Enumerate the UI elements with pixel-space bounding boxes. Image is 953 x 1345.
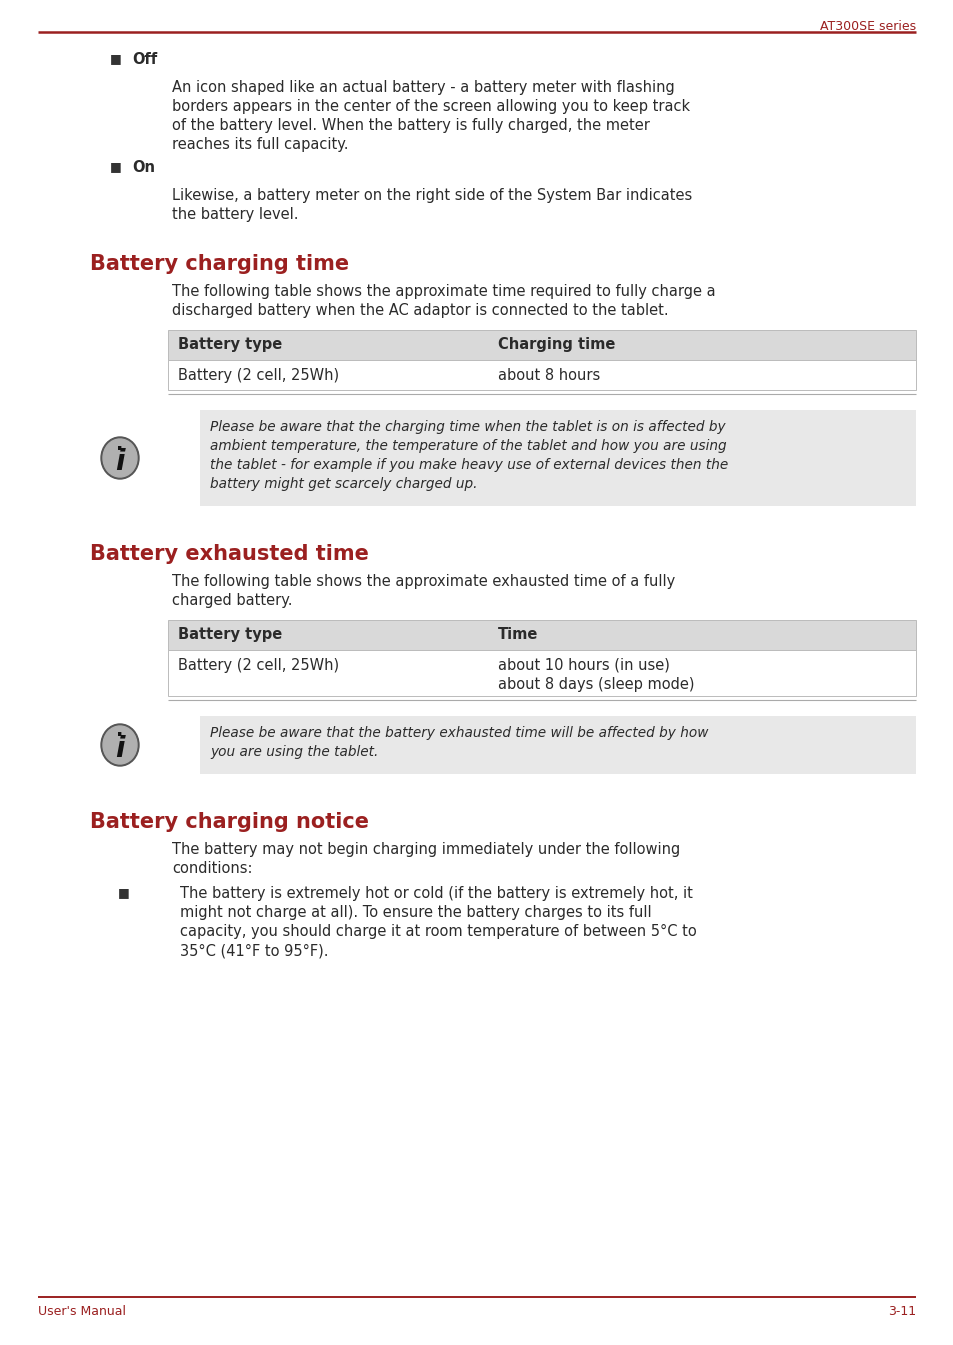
Text: Battery (2 cell, 25Wh): Battery (2 cell, 25Wh) [178, 369, 338, 383]
Text: Battery charging notice: Battery charging notice [90, 812, 369, 833]
Text: of the battery level. When the battery is fully charged, the meter: of the battery level. When the battery i… [172, 118, 649, 133]
Text: Battery charging time: Battery charging time [90, 254, 349, 274]
Text: Charging time: Charging time [497, 338, 615, 352]
Text: i: i [115, 448, 125, 476]
Text: discharged battery when the AC adaptor is connected to the tablet.: discharged battery when the AC adaptor i… [172, 303, 668, 317]
Text: about 8 days (sleep mode): about 8 days (sleep mode) [497, 677, 694, 691]
Text: The battery may not begin charging immediately under the following: The battery may not begin charging immed… [172, 842, 679, 857]
Ellipse shape [101, 724, 139, 767]
Text: ■: ■ [118, 886, 130, 898]
Text: i: i [115, 734, 125, 763]
Bar [168, 650, 915, 695]
Bar [200, 716, 915, 773]
Text: Please be aware that the battery exhausted time will be affected by how: Please be aware that the battery exhaust… [210, 726, 708, 740]
Text: you are using the tablet.: you are using the tablet. [210, 745, 378, 759]
Text: 3-11: 3-11 [887, 1305, 915, 1318]
Text: The following table shows the approximate time required to fully charge a: The following table shows the approximat… [172, 284, 715, 299]
Ellipse shape [101, 437, 139, 479]
Text: ■: ■ [110, 52, 122, 65]
Text: ambient temperature, the temperature of the tablet and how you are using: ambient temperature, the temperature of … [210, 438, 726, 453]
Ellipse shape [103, 726, 137, 764]
Bar [168, 330, 915, 360]
Text: about 8 hours: about 8 hours [497, 369, 599, 383]
Text: .: . [116, 434, 124, 453]
Text: ■: ■ [110, 160, 122, 174]
Text: The battery is extremely hot or cold (if the battery is extremely hot, it: The battery is extremely hot or cold (if… [180, 886, 692, 901]
Text: the tablet - for example if you make heavy use of external devices then the: the tablet - for example if you make hea… [210, 459, 727, 472]
Text: Battery type: Battery type [178, 627, 282, 642]
Bar [168, 360, 915, 390]
Text: borders appears in the center of the screen allowing you to keep track: borders appears in the center of the scr… [172, 100, 689, 114]
Text: reaches its full capacity.: reaches its full capacity. [172, 137, 348, 152]
Text: Off: Off [132, 52, 157, 67]
Text: 35°C (41°F to 95°F).: 35°C (41°F to 95°F). [180, 943, 328, 958]
Text: Time: Time [497, 627, 537, 642]
Bar [200, 410, 915, 506]
Text: User's Manual: User's Manual [38, 1305, 126, 1318]
Text: capacity, you should charge it at room temperature of between 5°C to: capacity, you should charge it at room t… [180, 924, 696, 939]
Text: might not charge at all). To ensure the battery charges to its full: might not charge at all). To ensure the … [180, 905, 651, 920]
Text: The following table shows the approximate exhausted time of a fully: The following table shows the approximat… [172, 574, 675, 589]
Text: .: . [116, 721, 124, 741]
Text: Battery (2 cell, 25Wh): Battery (2 cell, 25Wh) [178, 658, 338, 672]
Ellipse shape [103, 438, 137, 477]
Text: Battery exhausted time: Battery exhausted time [90, 543, 369, 564]
Text: the battery level.: the battery level. [172, 207, 298, 222]
Text: Likewise, a battery meter on the right side of the System Bar indicates: Likewise, a battery meter on the right s… [172, 188, 692, 203]
Text: charged battery.: charged battery. [172, 593, 293, 608]
Text: On: On [132, 160, 154, 175]
Text: battery might get scarcely charged up.: battery might get scarcely charged up. [210, 477, 477, 491]
Text: Battery type: Battery type [178, 338, 282, 352]
Text: Please be aware that the charging time when the tablet is on is affected by: Please be aware that the charging time w… [210, 420, 725, 434]
Bar [168, 620, 915, 650]
Text: about 10 hours (in use): about 10 hours (in use) [497, 658, 669, 672]
Text: AT300SE series: AT300SE series [819, 20, 915, 34]
Text: conditions:: conditions: [172, 861, 253, 876]
Text: An icon shaped like an actual battery - a battery meter with flashing: An icon shaped like an actual battery - … [172, 79, 674, 95]
